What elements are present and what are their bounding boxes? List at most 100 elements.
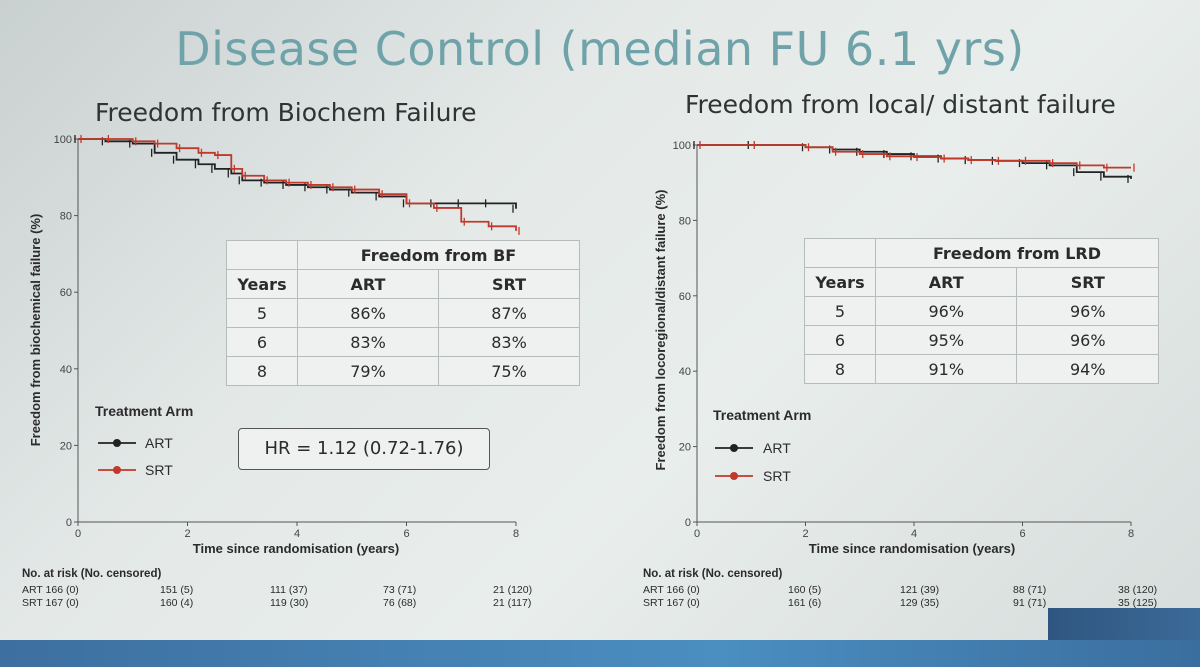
right-risk-cell: SRT 167 (0)	[643, 597, 700, 609]
table-cell: 96%	[874, 296, 1018, 326]
right-at-risk-header: No. at risk (No. censored)	[643, 568, 783, 580]
right-table-col-years: Years	[804, 267, 876, 297]
right-risk-cell: 91 (71)	[1013, 597, 1047, 609]
left-table-group-header: Freedom from BF	[297, 240, 580, 270]
right-x-tick-label: 4	[911, 528, 917, 540]
left-legend-title: Treatment Arm	[95, 403, 193, 419]
right-y-axis-label: Freedom from locoregional/distant failur…	[653, 190, 668, 471]
right-y-tick-label: 60	[679, 291, 691, 303]
left-y-tick-label: 100	[54, 134, 72, 146]
right-legend-title: Treatment Arm	[713, 407, 811, 423]
footer-bar	[0, 640, 1200, 667]
table-cell: 5	[226, 298, 298, 328]
right-risk-cell: 121 (39)	[900, 584, 940, 596]
right-x-tick-label: 2	[802, 528, 808, 540]
right-table-col-art: ART	[874, 267, 1018, 297]
right-legend-art-label: ART	[763, 440, 791, 456]
table-row: 8 79% 75%	[226, 356, 580, 386]
left-legend-srt: SRT	[98, 462, 173, 478]
left-inset-table: Freedom from BF Years ART SRT 5 86% 87% …	[226, 240, 580, 386]
left-x-tick-label: 0	[75, 528, 81, 540]
right-risk-cell: 35 (125)	[1118, 597, 1158, 609]
right-x-tick-label: 8	[1128, 528, 1134, 540]
table-cell: 86%	[297, 298, 439, 328]
table-cell: 95%	[874, 325, 1018, 355]
right-inset-table: Freedom from LRD Years ART SRT 5 96% 96%…	[804, 238, 1159, 384]
table-cell: 75%	[438, 356, 580, 386]
table-row: 5 86% 87%	[226, 298, 580, 328]
right-risk-cell: 38 (120)	[1118, 584, 1158, 596]
right-art-curve	[697, 144, 1132, 179]
right-y-tick-label: 0	[685, 517, 691, 529]
right-table-col-srt: SRT	[1016, 267, 1159, 297]
table-row: 6 95% 96%	[804, 325, 1159, 355]
left-y-tick-label: 20	[60, 440, 72, 452]
table-row: 6 83% 83%	[226, 327, 580, 357]
left-risk-cell: 73 (71)	[383, 584, 417, 596]
right-risk-cell: 129 (35)	[900, 597, 940, 609]
left-y-tick-label: 40	[60, 364, 72, 376]
right-risk-cell: 88 (71)	[1013, 584, 1047, 596]
left-table-col-years: Years	[226, 269, 298, 299]
left-table-corner	[226, 240, 298, 270]
table-cell: 91%	[874, 354, 1018, 384]
table-cell: 6	[804, 325, 876, 355]
right-y-tick-label: 40	[679, 366, 691, 378]
conference-logo	[1048, 608, 1200, 640]
right-risk-cell: 161 (6)	[788, 597, 822, 609]
table-cell: 87%	[438, 298, 580, 328]
right-x-tick-label: 6	[1019, 528, 1025, 540]
table-cell: 8	[226, 356, 298, 386]
left-y-tick-label: 60	[60, 287, 72, 299]
left-table-col-art: ART	[297, 269, 439, 299]
left-x-tick-label: 6	[403, 528, 409, 540]
right-x-tick-label: 0	[694, 528, 700, 540]
table-cell: 96%	[1016, 325, 1159, 355]
right-y-tick-label: 100	[673, 140, 691, 152]
left-x-axis-label: Time since randomisation (years)	[193, 541, 399, 556]
right-table-corner	[804, 238, 876, 268]
left-y-tick-label: 80	[60, 211, 72, 223]
left-x-tick-label: 2	[184, 528, 190, 540]
left-at-risk-header: No. at risk (No. censored)	[22, 568, 162, 580]
left-risk-cell: 151 (5)	[160, 584, 194, 596]
left-legend-art: ART	[98, 435, 173, 451]
right-table-group-header: Freedom from LRD	[875, 238, 1159, 268]
left-y-tick-label: 0	[66, 517, 72, 529]
left-legend-srt-label: SRT	[145, 462, 173, 478]
table-cell: 96%	[1016, 296, 1159, 326]
slide-title: Disease Control (median FU 6.1 yrs)	[175, 22, 1025, 76]
left-risk-cell: SRT 167 (0)	[22, 597, 79, 609]
left-table-col-srt: SRT	[438, 269, 580, 299]
left-srt-curve	[78, 138, 517, 231]
right-y-tick-label: 80	[679, 215, 691, 227]
left-risk-cell: 21 (120)	[493, 584, 533, 596]
table-cell: 6	[226, 327, 298, 357]
left-x-tick-label: 8	[513, 528, 519, 540]
left-risk-cell: 21 (117)	[493, 597, 532, 609]
hazard-ratio-box: HR = 1.12 (0.72-1.76)	[238, 428, 490, 470]
table-cell: 83%	[438, 327, 580, 357]
table-row: 5 96% 96%	[804, 296, 1159, 326]
table-cell: 79%	[297, 356, 439, 386]
table-row: 8 91% 94%	[804, 354, 1159, 384]
table-cell: 94%	[1016, 354, 1159, 384]
right-legend-srt: SRT	[715, 468, 791, 484]
right-srt-curve	[697, 144, 1131, 169]
left-risk-cell: 160 (4)	[160, 597, 194, 609]
table-cell: 8	[804, 354, 876, 384]
right-x-axis-label: Time since randomisation (years)	[809, 541, 1015, 556]
left-chart-title: Freedom from Biochem Failure	[95, 98, 477, 127]
right-risk-cell: 160 (5)	[788, 584, 822, 596]
table-cell: 83%	[297, 327, 439, 357]
right-y-tick-label: 20	[679, 442, 691, 454]
left-legend-art-label: ART	[145, 435, 173, 451]
left-risk-cell: 119 (30)	[270, 597, 309, 609]
table-cell: 5	[804, 296, 876, 326]
left-risk-cell: 111 (37)	[270, 584, 308, 596]
left-risk-cell: 76 (68)	[383, 597, 417, 609]
right-risk-cell: ART 166 (0)	[643, 584, 700, 596]
left-x-tick-label: 4	[294, 528, 300, 540]
